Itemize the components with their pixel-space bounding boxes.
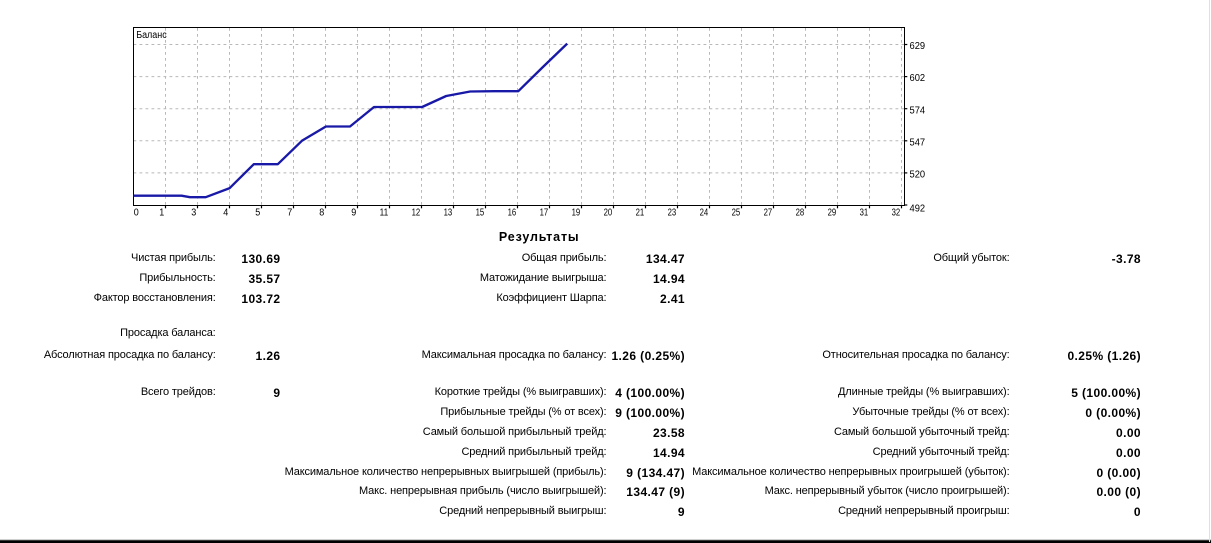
svg-text:629: 629 [910,41,926,52]
svg-text:9: 9 [351,207,356,218]
svg-text:0: 0 [134,207,139,218]
svg-text:23: 23 [668,207,677,218]
svg-text:3: 3 [191,207,196,218]
svg-text:21: 21 [636,207,645,218]
svg-text:20: 20 [604,207,613,218]
svg-text:1: 1 [159,207,164,218]
svg-text:4: 4 [223,207,228,218]
svg-text:7: 7 [287,207,292,218]
svg-text:29: 29 [828,207,837,218]
svg-text:15: 15 [476,207,485,218]
svg-text:Баланс: Баланс [136,30,167,41]
svg-text:16: 16 [508,207,517,218]
svg-text:28: 28 [796,207,805,218]
svg-text:17: 17 [540,207,549,218]
svg-text:27: 27 [764,207,773,218]
svg-text:31: 31 [860,207,869,218]
svg-text:520: 520 [910,170,926,181]
svg-text:602: 602 [910,73,926,84]
svg-text:19: 19 [572,207,581,218]
svg-text:492: 492 [910,204,926,215]
svg-text:8: 8 [319,207,324,218]
svg-text:12: 12 [412,207,421,218]
svg-text:11: 11 [380,207,389,218]
svg-text:25: 25 [732,207,741,218]
svg-text:5: 5 [255,207,260,218]
svg-text:13: 13 [444,207,453,218]
svg-text:32: 32 [892,207,901,218]
svg-text:574: 574 [910,105,926,116]
svg-text:547: 547 [910,137,926,148]
svg-text:24: 24 [700,207,709,218]
